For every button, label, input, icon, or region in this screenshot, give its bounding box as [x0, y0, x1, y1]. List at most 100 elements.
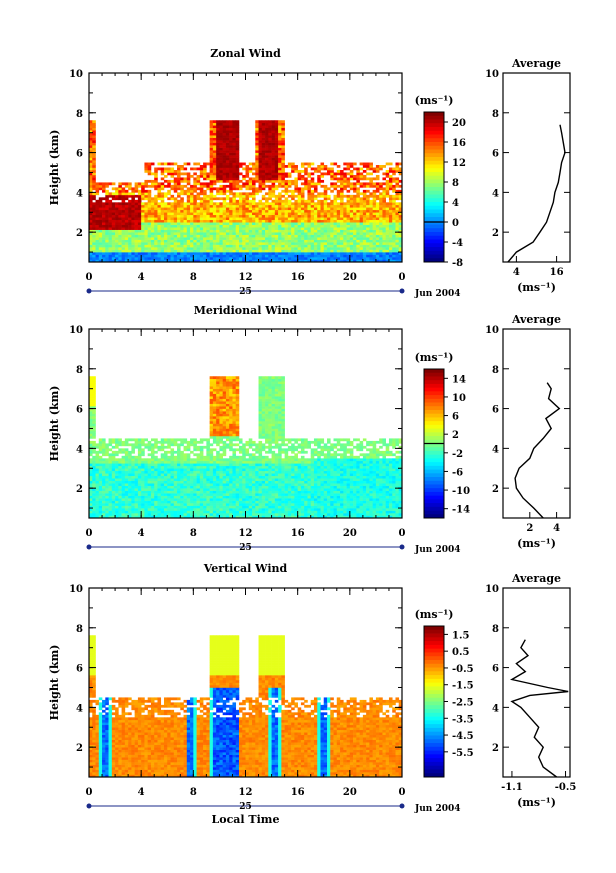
heatmap-cell — [186, 234, 191, 238]
heatmap-cell — [395, 222, 400, 225]
heatmap-cell — [375, 217, 380, 221]
heatmap-cell — [177, 209, 181, 213]
heatmap-cell — [346, 212, 351, 216]
heatmap-cell — [199, 478, 204, 481]
heatmap-cell — [304, 207, 308, 211]
heatmap-cell — [323, 254, 328, 258]
heatmap-cell — [379, 227, 383, 230]
heatmap-cell — [173, 510, 178, 514]
heatmap-cell — [336, 224, 341, 228]
heatmap-cell — [369, 239, 373, 243]
heatmap-cell — [163, 167, 168, 171]
heatmap-cell — [375, 229, 380, 233]
heatmap-cell — [186, 490, 191, 494]
heatmap-cell — [105, 257, 109, 260]
heatmap-cell — [297, 247, 302, 250]
heatmap-cell — [121, 239, 126, 243]
heatmap-cell — [105, 249, 109, 253]
heatmap-cell — [209, 257, 214, 260]
heatmap-cell — [232, 249, 237, 253]
heatmap-cell — [173, 249, 178, 253]
heatmap-cell — [131, 207, 135, 211]
heatmap-cell — [209, 247, 214, 250]
heatmap-cell — [177, 229, 181, 233]
heatmap-cell — [154, 443, 158, 447]
heatmap-cell — [150, 438, 155, 442]
heatmap-cell — [349, 232, 354, 235]
heatmap-cell — [170, 174, 175, 178]
heatmap-cell — [141, 458, 145, 462]
heatmap-cell — [278, 239, 282, 243]
heatmap-cell — [252, 212, 256, 216]
heatmap-cell — [167, 214, 171, 218]
heatmap-cell — [98, 239, 103, 243]
heatmap-cell — [193, 443, 197, 447]
heatmap-cell — [372, 224, 377, 228]
heatmap-cell — [98, 490, 103, 494]
heatmap-cell — [180, 483, 184, 486]
heatmap-cell — [160, 214, 165, 218]
heatmap-cell — [274, 169, 279, 173]
heatmap-cell — [102, 498, 106, 501]
heatmap-cell — [278, 127, 282, 131]
heatmap-cell — [95, 463, 100, 467]
heatmap-cell — [336, 259, 341, 263]
heatmap-cell — [346, 249, 351, 253]
heatmap-cell — [310, 172, 315, 176]
heatmap-cell — [268, 217, 272, 221]
heatmap-cell — [206, 177, 210, 181]
heatmap-cell — [271, 132, 276, 136]
heatmap-cell — [385, 174, 390, 178]
heatmap-cell — [167, 495, 171, 499]
heatmap-cell — [268, 120, 272, 124]
heatmap-cell — [212, 122, 217, 126]
heatmap-cell — [225, 247, 230, 250]
heatmap-cell — [154, 182, 158, 186]
heatmap-cell — [177, 473, 181, 477]
heatmap-cell — [349, 214, 354, 218]
heatmap-cell — [89, 475, 93, 479]
heatmap-cell — [124, 493, 129, 496]
heatmap-cell — [297, 202, 302, 206]
heatmap-cell — [271, 162, 276, 166]
heatmap-cell — [154, 242, 158, 245]
heatmap-cell — [173, 515, 178, 519]
heatmap-cell — [154, 515, 158, 519]
heatmap-cell — [89, 513, 93, 516]
heatmap-cell — [199, 468, 204, 472]
heatmap-cell — [177, 182, 181, 186]
heatmap-cell — [137, 455, 142, 459]
heatmap-cell — [102, 184, 106, 188]
heatmap-cell — [212, 217, 217, 221]
heatmap-cell — [141, 440, 145, 444]
heatmap-cell — [278, 202, 282, 206]
heatmap-cell — [102, 224, 106, 228]
heatmap-cell — [238, 202, 243, 206]
heatmap-cell — [137, 229, 142, 233]
heatmap-cell — [203, 204, 207, 208]
heatmap-cell — [170, 503, 175, 506]
heatmap-cell — [216, 232, 220, 235]
heatmap-cell — [268, 187, 272, 191]
heatmap-cell — [274, 217, 279, 221]
heatmap-cell — [385, 162, 390, 166]
heatmap-cell — [170, 460, 175, 464]
heatmap-cell — [225, 177, 230, 181]
heatmap-cell — [317, 254, 321, 258]
heatmap-cell — [388, 259, 393, 263]
heatmap-cell — [320, 165, 325, 168]
heatmap-cell — [163, 453, 168, 457]
heatmap-cell — [193, 197, 197, 201]
heatmap-cell — [261, 135, 266, 138]
heatmap-cell — [366, 247, 370, 250]
heatmap-cell — [274, 184, 279, 188]
heatmap-cell — [330, 172, 334, 176]
heatmap-cell — [98, 259, 103, 263]
heatmap-cell — [212, 232, 217, 235]
heatmap-cell — [121, 505, 126, 509]
heatmap-cell — [163, 500, 168, 504]
heatmap-cell — [167, 259, 171, 263]
heatmap-cell — [89, 142, 93, 146]
heatmap-cell — [95, 239, 100, 243]
heatmap-cell — [235, 140, 240, 143]
